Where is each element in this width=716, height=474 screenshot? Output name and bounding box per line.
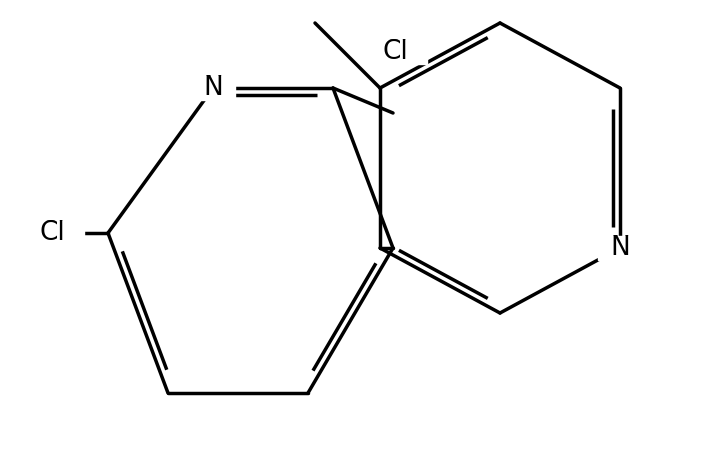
Text: Cl: Cl <box>39 220 65 246</box>
Bar <box>598 236 642 260</box>
Text: N: N <box>610 235 630 261</box>
Text: Cl: Cl <box>382 39 408 65</box>
Bar <box>191 76 235 100</box>
Text: Cl: Cl <box>39 220 65 246</box>
Bar <box>363 40 427 64</box>
Text: Cl: Cl <box>382 39 408 65</box>
Text: N: N <box>610 235 630 261</box>
Bar <box>20 221 84 245</box>
Text: N: N <box>203 75 223 101</box>
Text: N: N <box>203 75 223 101</box>
